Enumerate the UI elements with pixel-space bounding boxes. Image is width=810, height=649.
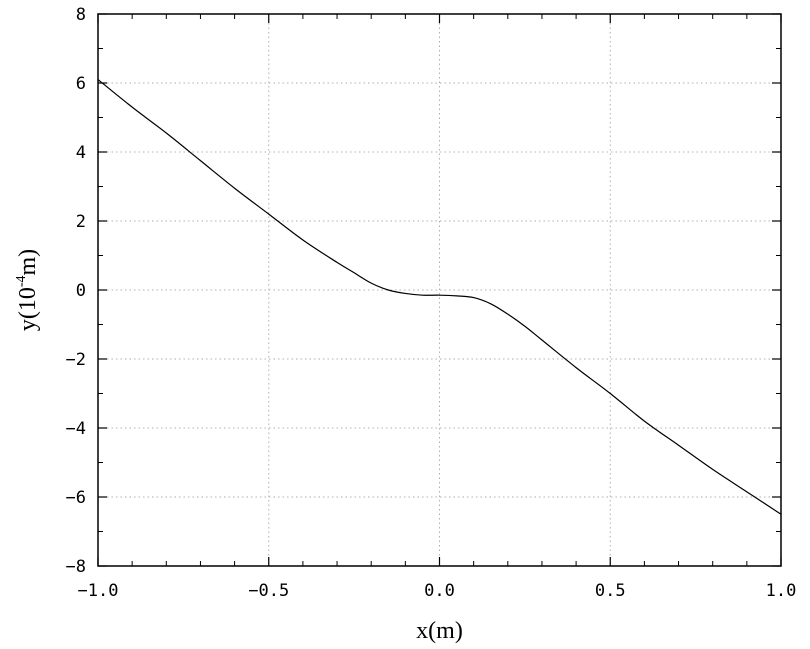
x-tick-label: 0.0 bbox=[424, 581, 455, 601]
y-tick-label: 4 bbox=[76, 143, 86, 163]
grid-lines bbox=[98, 14, 781, 566]
y-tick-label: −6 bbox=[66, 488, 86, 508]
y-axis-title-prefix: y(10 bbox=[15, 287, 41, 331]
y-tick-label: 8 bbox=[76, 5, 86, 25]
y-axis-title-exponent: -4 bbox=[14, 276, 29, 288]
x-axis-title: x(m) bbox=[416, 618, 463, 644]
x-tick-label: 1.0 bbox=[766, 581, 797, 601]
series-line bbox=[97, 79, 782, 515]
y-tick-label: −8 bbox=[66, 557, 86, 577]
y-tick-label: −4 bbox=[66, 419, 86, 439]
plot-frame bbox=[97, 13, 782, 567]
y-axis-title: y(10-4m) bbox=[14, 249, 41, 331]
y-tick-label: 2 bbox=[76, 212, 86, 232]
x-tick-label: 0.5 bbox=[595, 581, 626, 601]
series-lines bbox=[97, 79, 782, 515]
y-tick-label: −2 bbox=[66, 350, 86, 370]
y-tick-label: 0 bbox=[76, 281, 86, 301]
tick-labels: −1.0 −0.5 0.0 0.5 1.0 −8 −6 −4 −2 0 2 4 6 8 bbox=[66, 5, 797, 601]
x-tick-label: −1.0 bbox=[78, 581, 119, 601]
y-tick-label: 6 bbox=[76, 74, 86, 94]
x-tick-label: −0.5 bbox=[248, 581, 289, 601]
y-axis-title-suffix: m) bbox=[15, 249, 41, 276]
